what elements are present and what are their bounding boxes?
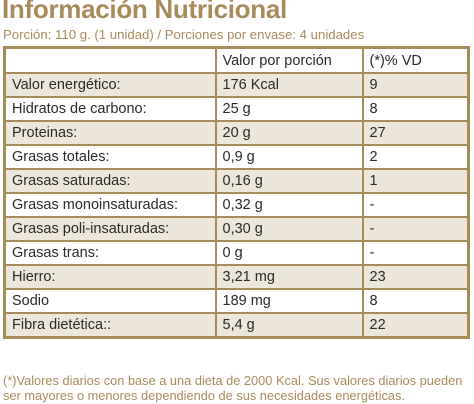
nutrient-name: Sodio (3, 288, 217, 314)
table-row: Proteinas: 20 g 27 (3, 120, 470, 146)
table-row: Fibra dietética:: 5,4 g 22 (3, 312, 470, 339)
nutrient-name: Hidratos de carbono: (3, 96, 217, 122)
nutrient-daily-value: 8 (361, 288, 470, 314)
nutrient-value: 189 mg (214, 288, 364, 314)
nutrient-value: 0,32 g (214, 192, 364, 218)
header-value: Valor por porción (214, 46, 364, 74)
nutrient-value: 0 g (214, 240, 364, 266)
nutrient-daily-value: - (361, 216, 470, 242)
nutrient-daily-value: - (361, 240, 470, 266)
table-row: Hierro: 3,21 mg 23 (3, 264, 470, 290)
nutrient-daily-value: 2 (361, 144, 470, 170)
table-row: Grasas trans: 0 g - (3, 240, 470, 266)
nutrient-value: 0,9 g (214, 144, 364, 170)
nutrient-name: Grasas poli-insaturadas: (3, 216, 217, 242)
nutrient-daily-value: 1 (361, 168, 470, 194)
nutrient-name: Grasas trans: (3, 240, 217, 266)
nutrient-value: 0,16 g (214, 168, 364, 194)
header-nutrient (3, 46, 217, 74)
nutrient-daily-value: 8 (361, 96, 470, 122)
nutrient-name: Grasas saturadas: (3, 168, 217, 194)
serving-info: Porción: 110 g. (1 unidad) / Porciones p… (3, 27, 365, 42)
nutrient-value: 20 g (214, 120, 364, 146)
nutrient-daily-value: 23 (361, 264, 470, 290)
nutrient-daily-value: 27 (361, 120, 470, 146)
nutrient-name: Fibra dietética:: (3, 312, 217, 339)
table-header-row: Valor por porción (*)% VD (3, 46, 470, 74)
table-row: Grasas poli-insaturadas: 0,30 g - (3, 216, 470, 242)
table-row: Grasas monoinsaturadas: 0,32 g - (3, 192, 470, 218)
nutrient-name: Valor energético: (3, 72, 217, 98)
nutrient-daily-value: 22 (361, 312, 470, 339)
table-row: Valor energético: 176 Kcal 9 (3, 72, 470, 98)
nutrient-value: 176 Kcal (214, 72, 364, 98)
table-row: Hidratos de carbono: 25 g 8 (3, 96, 470, 122)
nutrient-value: 25 g (214, 96, 364, 122)
nutrient-daily-value: - (361, 192, 470, 218)
nutrient-name: Proteinas: (3, 120, 217, 146)
nutrient-name: Hierro: (3, 264, 217, 290)
nutrient-value: 0,30 g (214, 216, 364, 242)
nutrient-name: Grasas totales: (3, 144, 217, 170)
nutrient-daily-value: 9 (361, 72, 470, 98)
footnote-line-2: ser mayores o menores dependiendo de sus… (3, 388, 405, 403)
nutrient-name: Grasas monoinsaturadas: (3, 192, 217, 218)
table-row: Grasas totales: 0,9 g 2 (3, 144, 470, 170)
nutrient-value: 3,21 mg (214, 264, 364, 290)
footnote: (*)Valores diarios con base a una dieta … (3, 373, 462, 403)
nutrition-table: Valor por porción (*)% VD Valor energéti… (3, 46, 470, 339)
nutrient-value: 5,4 g (214, 312, 364, 339)
footnote-line-1: (*)Valores diarios con base a una dieta … (3, 373, 463, 388)
table-row: Grasas saturadas: 0,16 g 1 (3, 168, 470, 194)
header-daily-value: (*)% VD (361, 46, 470, 74)
page-title: Información Nutricional (2, 0, 287, 24)
table-row: Sodio 189 mg 8 (3, 288, 470, 314)
